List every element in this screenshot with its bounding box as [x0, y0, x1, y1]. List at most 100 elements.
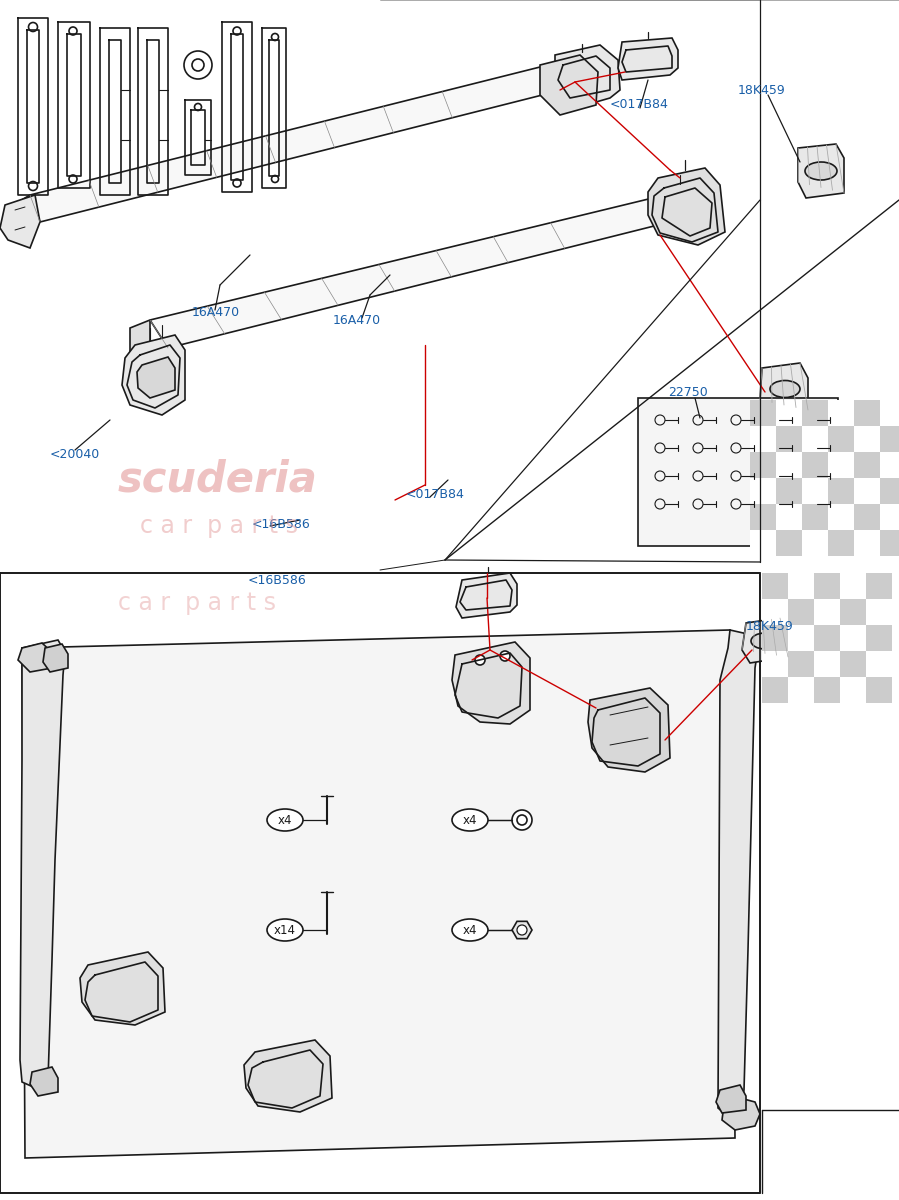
Polygon shape — [30, 1067, 58, 1096]
Bar — [814, 599, 840, 625]
Ellipse shape — [452, 919, 488, 941]
Polygon shape — [20, 640, 65, 1090]
Polygon shape — [130, 320, 150, 356]
Text: x4: x4 — [278, 814, 292, 827]
Bar — [840, 650, 866, 677]
Text: 16A470: 16A470 — [192, 306, 240, 318]
Bar — [828, 426, 854, 452]
Bar — [866, 625, 892, 650]
Bar — [762, 599, 788, 625]
Bar — [854, 478, 880, 504]
Bar — [762, 677, 788, 703]
Bar — [828, 530, 854, 556]
Polygon shape — [43, 644, 68, 672]
Polygon shape — [22, 630, 735, 1158]
Bar — [814, 650, 840, 677]
Polygon shape — [760, 362, 808, 415]
Polygon shape — [648, 168, 725, 245]
Bar — [854, 530, 880, 556]
Bar — [788, 599, 814, 625]
Ellipse shape — [267, 919, 303, 941]
Text: x4: x4 — [463, 924, 477, 936]
Bar — [750, 478, 776, 504]
Polygon shape — [638, 398, 838, 546]
Circle shape — [500, 650, 510, 661]
Bar — [840, 572, 866, 599]
Text: <017B84: <017B84 — [610, 98, 669, 112]
Bar — [814, 625, 840, 650]
Bar — [866, 599, 892, 625]
Polygon shape — [512, 922, 532, 938]
Bar — [762, 650, 788, 677]
Polygon shape — [588, 688, 670, 772]
Bar — [840, 599, 866, 625]
Polygon shape — [722, 1098, 760, 1130]
Text: 18K459: 18K459 — [746, 619, 794, 632]
Polygon shape — [742, 618, 788, 662]
Bar — [802, 452, 828, 478]
Bar — [750, 426, 776, 452]
Bar — [866, 572, 892, 599]
Polygon shape — [718, 630, 758, 1118]
Text: x4: x4 — [463, 814, 477, 827]
Bar — [880, 426, 899, 452]
Bar — [788, 572, 814, 599]
Bar — [866, 650, 892, 677]
Bar — [866, 677, 892, 703]
Bar — [802, 504, 828, 530]
Circle shape — [517, 815, 527, 826]
Text: <16B586: <16B586 — [248, 574, 307, 587]
Text: scuderia: scuderia — [118, 458, 318, 502]
Polygon shape — [244, 1040, 332, 1112]
Circle shape — [517, 925, 527, 935]
Bar — [802, 426, 828, 452]
Text: c a r  p a r t s: c a r p a r t s — [140, 514, 298, 538]
Polygon shape — [80, 952, 165, 1025]
Bar — [854, 452, 880, 478]
Polygon shape — [0, 572, 760, 1193]
Bar — [776, 504, 802, 530]
Bar — [880, 530, 899, 556]
Bar — [802, 400, 828, 426]
Polygon shape — [30, 62, 570, 222]
Ellipse shape — [452, 809, 488, 830]
Bar — [814, 677, 840, 703]
Bar — [776, 452, 802, 478]
Circle shape — [475, 655, 485, 665]
Text: x14: x14 — [274, 924, 296, 936]
Text: 18K459: 18K459 — [738, 84, 786, 96]
Text: 22750: 22750 — [668, 385, 708, 398]
Bar — [840, 677, 866, 703]
Polygon shape — [716, 1085, 746, 1114]
Circle shape — [512, 810, 532, 830]
Bar — [828, 504, 854, 530]
Polygon shape — [150, 194, 678, 348]
Bar — [762, 1110, 899, 1200]
Polygon shape — [137, 358, 175, 398]
Bar — [880, 400, 899, 426]
Ellipse shape — [267, 809, 303, 830]
Polygon shape — [18, 643, 55, 672]
Polygon shape — [555, 44, 620, 110]
Bar — [776, 426, 802, 452]
Bar — [828, 478, 854, 504]
Polygon shape — [8, 194, 30, 232]
Bar — [802, 478, 828, 504]
Bar — [762, 625, 788, 650]
Bar — [880, 504, 899, 530]
Text: c a r  p a r t s: c a r p a r t s — [118, 590, 276, 614]
Bar — [776, 400, 802, 426]
Bar — [854, 426, 880, 452]
Ellipse shape — [805, 162, 837, 180]
Bar — [750, 530, 776, 556]
Bar — [814, 572, 840, 599]
Bar — [880, 478, 899, 504]
Text: <017B84: <017B84 — [406, 488, 465, 502]
Bar — [750, 452, 776, 478]
Bar — [788, 625, 814, 650]
Bar — [828, 452, 854, 478]
Bar — [788, 677, 814, 703]
Polygon shape — [540, 55, 598, 115]
Text: 16A470: 16A470 — [333, 313, 381, 326]
Polygon shape — [660, 178, 718, 238]
